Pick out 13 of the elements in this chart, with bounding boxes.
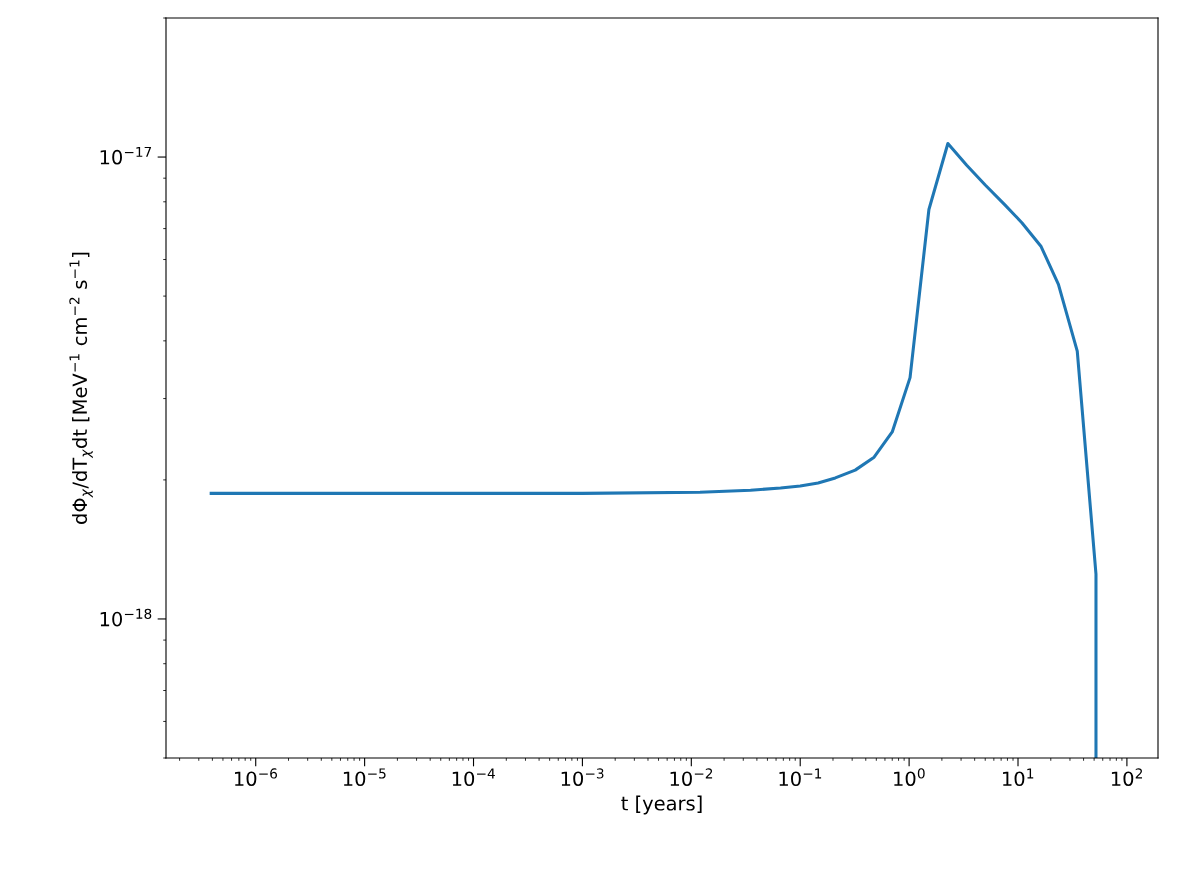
x-tick-label: 10$^{2}$ — [1111, 768, 1143, 787]
x-tick-label: 10$^{−1}$ — [779, 768, 822, 787]
x-tick-label: 10$^{−2}$ — [670, 768, 713, 787]
x-tick-label: 10$^{−5}$ — [343, 768, 386, 787]
x-tick-label: 10$^{0}$ — [894, 768, 925, 787]
y-tick-label: 10$^{−17}$ — [100, 146, 152, 165]
x-tick-label: 10$^{−4}$ — [452, 768, 495, 787]
text: dΦ$_{χ}$/dT$_{χ}$dt [MeV$^{−1}$ cm$^{−2}$ s$^{−1}$] — [69, 252, 93, 524]
x-tick-label: 10$^{1}$ — [1003, 768, 1034, 787]
x-tick-label: 10$^{−6}$ — [235, 768, 278, 787]
y-tick-label: 10$^{−18}$ — [100, 608, 152, 627]
x-axis-title: t [years] — [621, 795, 702, 815]
x-tick-label: 10$^{−3}$ — [561, 768, 604, 787]
